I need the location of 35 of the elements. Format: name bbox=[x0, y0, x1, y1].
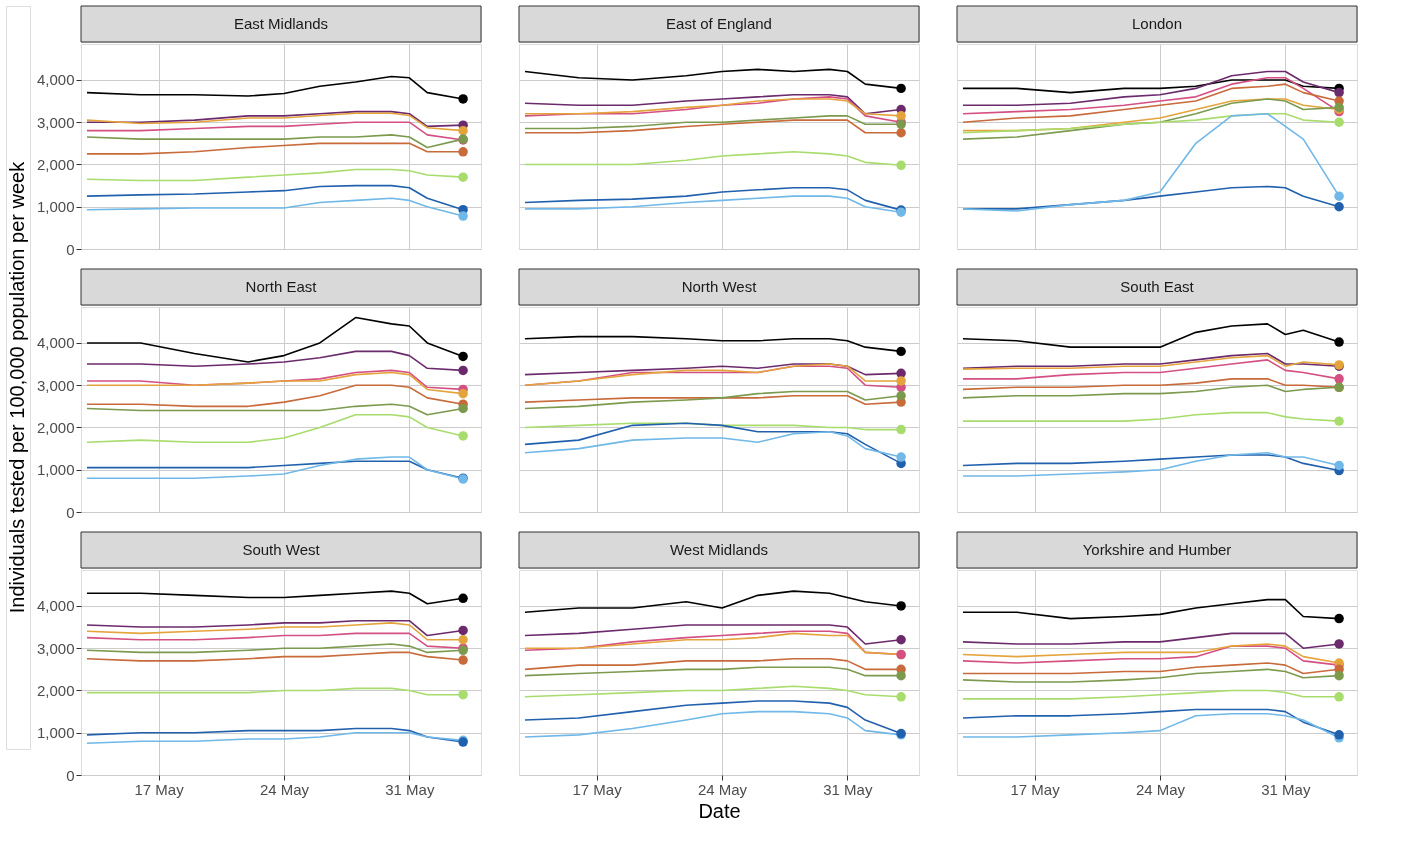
y-tick-label: 1,000 bbox=[36, 198, 75, 216]
x-tick-label: 17 May bbox=[134, 780, 185, 798]
chart-title: North East bbox=[245, 278, 318, 295]
y-tick-label: 0 bbox=[66, 240, 75, 258]
x-tick-label: 24 May bbox=[259, 780, 310, 798]
x-tick-label: 31 May bbox=[1261, 780, 1311, 798]
chart-title: West Midlands bbox=[669, 541, 769, 558]
chart-title: London bbox=[1131, 15, 1183, 32]
y-tick-label: 0 bbox=[66, 503, 75, 521]
x-tick-label: 31 May bbox=[823, 780, 873, 798]
x-tick-label: 24 May bbox=[697, 780, 748, 798]
y-tick-label: 1,000 bbox=[36, 724, 75, 742]
chart-title: Yorkshire and Humber bbox=[1082, 541, 1232, 558]
chart-title: East Midlands bbox=[233, 15, 329, 32]
y-tick-label: 4,000 bbox=[36, 334, 75, 352]
y-tick-label: 0 bbox=[66, 766, 75, 784]
x-tick-label: 17 May bbox=[572, 780, 623, 798]
y-tick-label: 2,000 bbox=[36, 418, 75, 436]
y-tick-label: 3,000 bbox=[36, 376, 75, 394]
y-tick-label: 3,000 bbox=[36, 113, 75, 131]
x-tick-label: 31 May bbox=[385, 780, 435, 798]
y-axis-title: Individuals tested per 100,000 population per week bbox=[6, 160, 28, 614]
x-tick-label: 17 May bbox=[1010, 780, 1061, 798]
x-axis-title: Date bbox=[698, 799, 741, 822]
chart-title: South East bbox=[1120, 278, 1195, 295]
x-tick-label: 24 May bbox=[1135, 780, 1186, 798]
y-tick-label: 2,000 bbox=[36, 681, 75, 699]
chart-title: North West bbox=[681, 278, 758, 295]
y-tick-label: 3,000 bbox=[36, 639, 75, 657]
y-tick-label: 2,000 bbox=[36, 155, 75, 173]
y-tick-label: 1,000 bbox=[36, 461, 75, 479]
y-tick-label: 4,000 bbox=[36, 71, 75, 89]
chart-title: South West bbox=[242, 541, 321, 558]
y-tick-label: 4,000 bbox=[36, 597, 75, 615]
chart-title: East of England bbox=[666, 15, 772, 32]
